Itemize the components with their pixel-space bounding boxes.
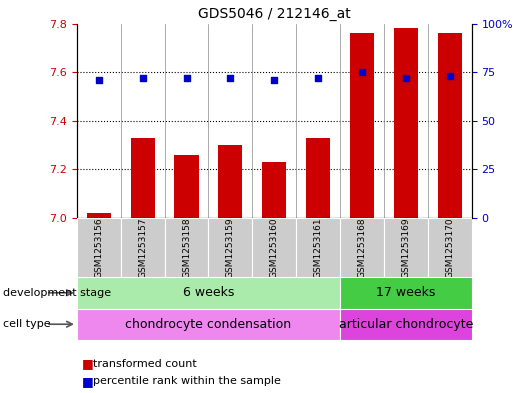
Text: percentile rank within the sample: percentile rank within the sample xyxy=(93,376,280,386)
Bar xyxy=(77,218,121,277)
Text: ■: ■ xyxy=(82,357,94,370)
Bar xyxy=(340,218,384,277)
Text: GSM1253170: GSM1253170 xyxy=(445,217,454,278)
Text: articular chondrocyte: articular chondrocyte xyxy=(339,318,473,331)
Bar xyxy=(262,162,286,218)
Point xyxy=(182,75,191,81)
Text: development stage: development stage xyxy=(3,288,111,298)
Text: transformed count: transformed count xyxy=(93,358,197,369)
Bar xyxy=(350,33,374,218)
Point xyxy=(94,77,103,83)
Text: GSM1253159: GSM1253159 xyxy=(226,217,235,278)
Bar xyxy=(340,309,472,340)
Text: GSM1253160: GSM1253160 xyxy=(270,217,279,278)
Bar xyxy=(77,277,340,309)
Bar xyxy=(121,218,165,277)
Bar xyxy=(165,218,208,277)
Text: GSM1253158: GSM1253158 xyxy=(182,217,191,278)
Text: GSM1253156: GSM1253156 xyxy=(94,217,103,278)
Text: chondrocyte condensation: chondrocyte condensation xyxy=(126,318,292,331)
Point xyxy=(138,75,147,81)
Bar xyxy=(296,218,340,277)
Point xyxy=(446,73,454,79)
Bar xyxy=(340,277,472,309)
Point xyxy=(358,69,366,75)
Point xyxy=(314,75,322,81)
Bar xyxy=(428,218,472,277)
Bar xyxy=(174,155,199,218)
Point xyxy=(270,77,279,83)
Text: GSM1253169: GSM1253169 xyxy=(401,217,410,278)
Text: 17 weeks: 17 weeks xyxy=(376,286,436,299)
Bar xyxy=(87,213,111,218)
Bar xyxy=(394,28,418,218)
Bar xyxy=(438,33,462,218)
Bar xyxy=(218,145,242,218)
Text: GSM1253157: GSM1253157 xyxy=(138,217,147,278)
Bar xyxy=(306,138,330,218)
Point xyxy=(402,75,410,81)
Text: ■: ■ xyxy=(82,375,94,388)
Bar xyxy=(384,218,428,277)
Text: GSM1253168: GSM1253168 xyxy=(358,217,367,278)
Bar xyxy=(77,309,340,340)
Text: cell type: cell type xyxy=(3,319,50,329)
Bar xyxy=(130,138,155,218)
Point xyxy=(226,75,235,81)
Title: GDS5046 / 212146_at: GDS5046 / 212146_at xyxy=(198,7,351,21)
Bar xyxy=(252,218,296,277)
Bar xyxy=(208,218,252,277)
Text: 6 weeks: 6 weeks xyxy=(183,286,234,299)
Text: GSM1253161: GSM1253161 xyxy=(314,217,323,278)
